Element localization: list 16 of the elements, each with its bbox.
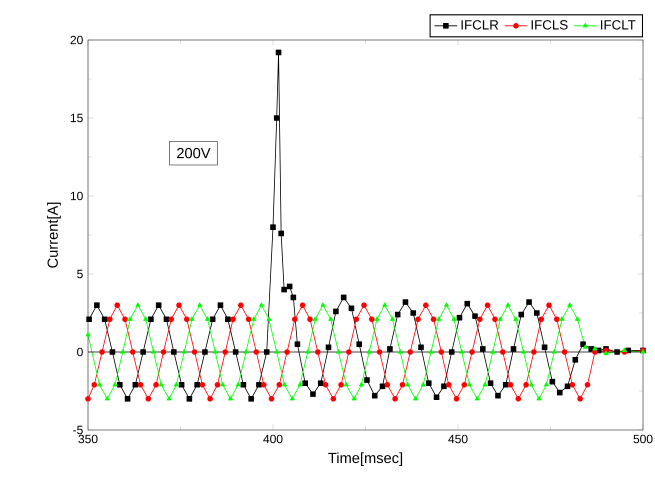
y-axis-title: Current[A] xyxy=(47,202,61,268)
annotation: 200V xyxy=(177,148,210,158)
legend-label: IFCLR xyxy=(462,20,498,30)
y-tick-label: 10 xyxy=(70,192,83,200)
legend-label: IFCLS xyxy=(532,20,568,30)
y-tick-label: 20 xyxy=(70,36,83,44)
x-tick-label: 450 xyxy=(448,434,468,444)
x-tick-label: 400 xyxy=(263,434,283,444)
x-tick-label: 500 xyxy=(633,434,653,444)
x-axis-title: Time[msec] xyxy=(328,452,402,466)
y-tick-label: -5 xyxy=(73,426,83,434)
y-tick-label: 5 xyxy=(77,270,83,278)
legend-label: IFCLT xyxy=(600,20,636,30)
x-tick-label: 350 xyxy=(78,434,98,444)
y-tick-label: 0 xyxy=(77,348,83,356)
y-tick-label: 15 xyxy=(70,114,83,122)
